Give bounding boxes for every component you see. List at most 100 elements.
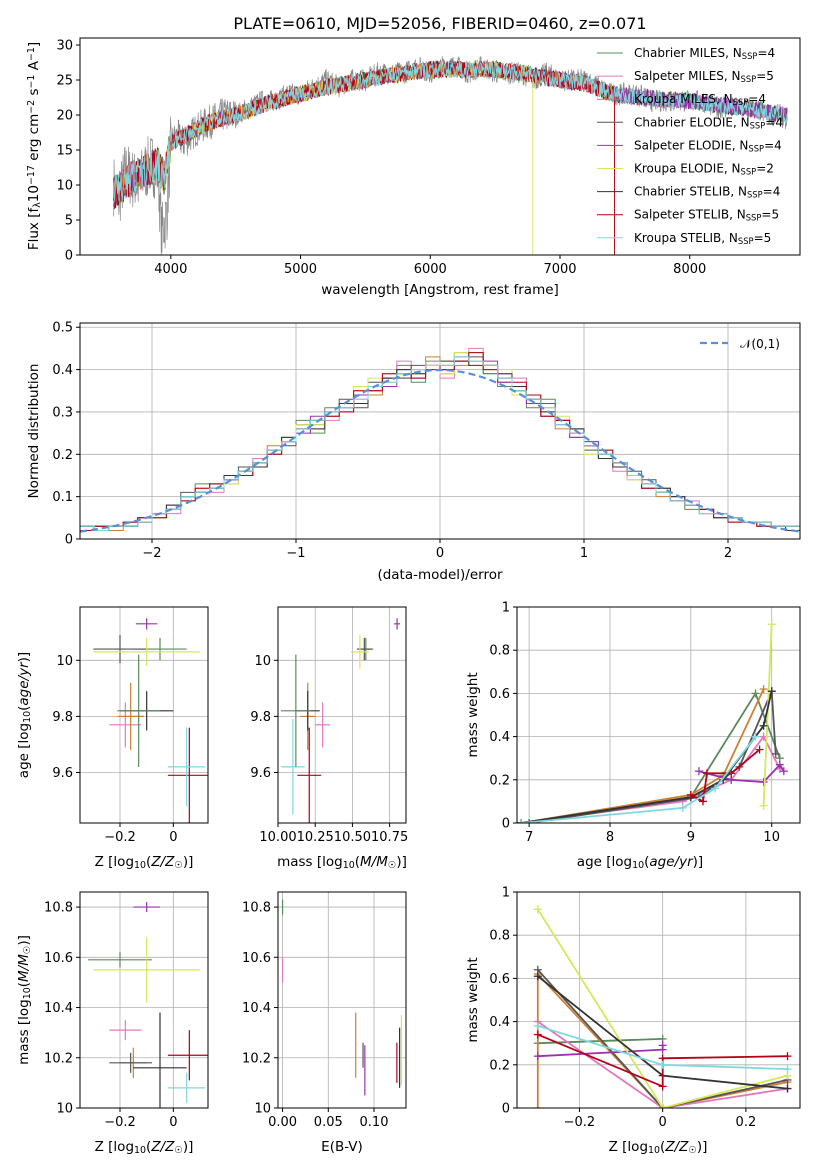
- legend-label: Kroupa ELODIE, NSSP=2: [634, 162, 774, 177]
- z-mass-axes-point-8: [168, 1072, 206, 1103]
- residual-axes-xtick-label: −2: [142, 546, 161, 561]
- figure-title: PLATE=0610, MJD=52056, FIBERID=0460, z=0…: [233, 14, 646, 33]
- z-weight-axes-marker: [533, 1030, 542, 1039]
- z-age-axes-marks: [93, 618, 208, 823]
- residual-axes-ytick-label: 0.3: [52, 405, 73, 420]
- spectrum-model-line-8: [113, 60, 788, 203]
- ebv-mass-axes-ytick-label: 10: [254, 1102, 271, 1117]
- age-weight-axes-marker: [775, 760, 784, 769]
- mass-age-axes-marks: [280, 618, 401, 823]
- age-weight-axes-marker: [771, 749, 780, 758]
- ebv-mass-axes-marks: [281, 899, 403, 1096]
- age-weight-axes-marker: [759, 685, 768, 694]
- age-weight-axes-series-5: [762, 624, 773, 806]
- age-weight-axes-ytick-label: 0: [502, 817, 510, 832]
- residual-axes-xtick-label: 0: [436, 546, 444, 561]
- ebv-mass-axes-xtick-label: 0.05: [314, 1115, 343, 1130]
- age-weight-axes-marker: [751, 732, 760, 741]
- z-weight-axes-marker: [533, 1021, 542, 1030]
- z-weight-axes-ytick-label: 0.8: [489, 929, 510, 944]
- z-age-axes-point-7: [168, 727, 208, 823]
- z-age-xlabel: Z [log10(Z/Z☉)]: [95, 854, 194, 871]
- z-mass-axes: −0.2 0 10 10.2 10.4 10.6 10.8: [44, 891, 209, 1130]
- mass-age-axes-point-1: [315, 702, 331, 748]
- mass-age-axes: 10.00 10.25 10.50 10.75 9.6 9.8 10: [250, 606, 408, 845]
- mass-age-axes-frame: [277, 606, 407, 824]
- z-weight-axes-marks: [533, 905, 792, 1108]
- legend-label: Salpeter STELIB, NSSP=5: [634, 208, 779, 223]
- age-weight-axes-ytick-label: 0.6: [489, 687, 510, 702]
- age-weight-axes-marker: [517, 819, 526, 823]
- residual-axes: −2 −1 0 1 2 0 0.1 0.2 0.3 0.4 0.5: [52, 321, 801, 561]
- z-weight-axes-series-7: [537, 1033, 788, 1088]
- normal-curve: [80, 368, 800, 533]
- ebv-mass-axes-ytick-label: 10.6: [242, 951, 271, 966]
- spectrum-axes-ytick-label: 30: [56, 39, 73, 54]
- spectrum-axes-ytick-label: 15: [56, 144, 73, 159]
- z-mass-axes-ytick-label: 10.4: [44, 1001, 73, 1016]
- z-mass-axes-xtick-label: 0: [169, 1115, 177, 1130]
- z-mass-axes-point-4: [133, 902, 160, 913]
- z-age-axes-ytick-label: 10: [56, 654, 73, 669]
- z-mass-axes-point-1: [109, 1020, 142, 1041]
- ebv-mass-axes-ytick-label: 10.8: [242, 901, 271, 916]
- z-age-axes-point-4: [136, 618, 158, 630]
- mass-age-axes-ytick-label: 9.8: [250, 710, 271, 725]
- z-age-axes: −0.2 0 9.6 9.8 10: [52, 606, 209, 845]
- z-age-axes-point-5: [93, 637, 200, 666]
- age-weight-axes-marker: [525, 819, 534, 823]
- mass-age-axes-xtick-label: 10.25: [297, 830, 334, 845]
- spectrum-axes-ytick-label: 20: [56, 109, 73, 124]
- legend-label: Chabrier MILES, NSSP=4: [634, 46, 775, 61]
- z-age-axes-xtick-label: −0.2: [104, 830, 136, 845]
- z-weight-axes-ytick-label: 0.2: [489, 1058, 510, 1073]
- z-weight-axes-ytick-label: 1: [502, 886, 510, 901]
- residual-xlabel: (data-model)/error: [377, 567, 503, 583]
- spectrum-axes-ytick-label: 10: [56, 179, 73, 194]
- age-weight-axes-marks: [517, 620, 788, 823]
- z-age-axes-ytick-label: 9.6: [52, 766, 73, 781]
- age-weight-xlabel: age [log10(age/yr)]: [577, 854, 703, 871]
- age-weight-axes-xtick-label: 9: [687, 830, 695, 845]
- z-weight-axes-series-5: [537, 908, 788, 1108]
- spectrum-model-line-7: [113, 60, 615, 255]
- mass-age-axes-xtick-label: 10.75: [371, 830, 408, 845]
- z-weight-axes-marker: [533, 905, 542, 914]
- spectrum-axes-ytick-label: 5: [65, 214, 73, 229]
- residual-axes-ytick-label: 0.5: [52, 321, 73, 336]
- spectrum-axes-xtick-label: 4000: [154, 262, 187, 277]
- ebv-mass-axes-frame: [277, 891, 407, 1109]
- normal-legend-label: 𝒩(0,1): [740, 337, 780, 351]
- mass-age-axes-point-9: [280, 654, 311, 767]
- spectrum-axes-xtick-label: 7000: [543, 262, 576, 277]
- spectrum-axes-ytick-label: 0: [65, 249, 73, 264]
- mass-age-axes-point-4: [394, 618, 401, 630]
- z-weight-axes-marker: [783, 1065, 792, 1074]
- mass-age-axes-point-7: [297, 727, 322, 823]
- age-weight-axes-xtick-label: 8: [606, 830, 614, 845]
- z-mass-axes-point-0: [88, 952, 152, 968]
- mass-age-xlabel: mass [log10(M/M☉)]: [277, 854, 407, 871]
- spectrum-axes-frame: [79, 37, 801, 256]
- spectrum-model-line-2: [113, 61, 615, 255]
- mass-age-axes-point-3: [356, 637, 372, 661]
- z-weight-axes-xtick-label: 0: [659, 1115, 667, 1130]
- spectrum-axes-xtick-label: 6000: [414, 262, 447, 277]
- residual-axes-xtick-label: 1: [580, 546, 588, 561]
- age-weight-axes-marker: [703, 769, 712, 778]
- mass-age-axes-ytick-label: 10: [254, 654, 271, 669]
- mass-age-axes-xtick-label: 10.00: [259, 830, 296, 845]
- age-weight-axes-marker: [678, 803, 687, 812]
- z-weight-axes-marker: [533, 1104, 542, 1108]
- z-age-axes-point-9: [117, 654, 160, 767]
- age-weight-axes-xtick-label: 10: [763, 830, 780, 845]
- legend-label: Chabrier ELODIE, NSSP=4: [634, 115, 783, 130]
- residual-axes-xtick-label: −1: [286, 546, 305, 561]
- age-weight-axes-ytick-label: 0.8: [489, 644, 510, 659]
- z-weight-axes-marker: [533, 972, 542, 981]
- legend-label: Salpeter ELODIE, NSSP=4: [634, 138, 782, 153]
- spectrum-data-line: [113, 56, 788, 255]
- z-weight-ylabel: mass weight: [465, 957, 481, 1042]
- z-age-axes-xtick-label: 0: [169, 830, 177, 845]
